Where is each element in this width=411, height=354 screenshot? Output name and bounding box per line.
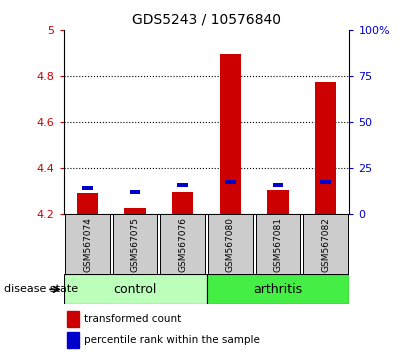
Text: control: control [113,283,157,296]
Bar [172,192,194,214]
Bar [272,183,283,188]
Bar [67,311,79,327]
Text: transformed count: transformed count [84,314,181,324]
Bar [113,214,157,274]
Bar [303,214,348,274]
Bar [178,183,188,188]
Bar [64,274,206,304]
Text: percentile rank within the sample: percentile rank within the sample [84,335,260,345]
Bar [315,82,336,214]
Bar [160,214,205,274]
Bar [77,193,98,214]
Text: GSM567081: GSM567081 [273,217,282,272]
Bar [82,185,93,190]
Title: GDS5243 / 10576840: GDS5243 / 10576840 [132,12,281,26]
Bar [219,54,241,214]
Text: disease state: disease state [4,284,78,295]
Bar [225,180,236,184]
Text: GSM567080: GSM567080 [226,217,235,272]
Text: GSM567075: GSM567075 [131,217,140,272]
Bar [320,180,331,184]
Bar [125,209,146,214]
Text: GSM567082: GSM567082 [321,217,330,272]
Bar [67,332,79,348]
Text: GSM567074: GSM567074 [83,217,92,272]
Text: GSM567076: GSM567076 [178,217,187,272]
Text: arthritis: arthritis [253,283,302,296]
Bar [208,214,253,274]
Bar [65,214,110,274]
Bar [267,190,289,214]
Bar [130,190,141,194]
Bar [206,274,349,304]
Bar [256,214,300,274]
